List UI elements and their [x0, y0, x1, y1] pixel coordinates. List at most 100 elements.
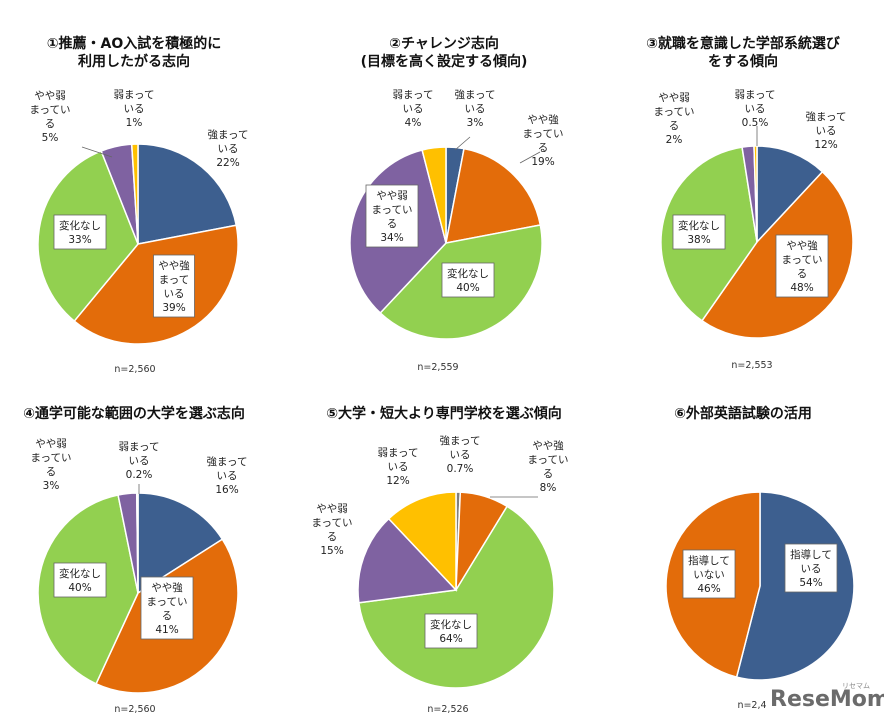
- chart-title-line: (目標を高く設定する傾向): [361, 53, 528, 70]
- slice-label-box: [153, 254, 195, 318]
- slice-label: やや弱: [316, 503, 348, 515]
- slice-label: いる: [450, 449, 471, 461]
- slice-label: まってい: [653, 106, 694, 118]
- slice-label: やや強: [158, 259, 190, 272]
- slice-label-box: [424, 613, 478, 649]
- slice-label: 40%: [456, 282, 479, 294]
- resemom-watermark: ReseMom リセマム: [770, 682, 884, 712]
- chart-title-line: ⑤大学・短大より専門学校を選ぶ傾向: [326, 405, 562, 422]
- slice-label: 0.7%: [447, 463, 474, 475]
- chart-title-line: ④通学可能な範囲の大学を選ぶ志向: [23, 405, 245, 422]
- slice-label: いる: [217, 470, 238, 482]
- slice-label-box: [682, 549, 736, 599]
- slice-label: 41%: [155, 624, 178, 636]
- slice-label: 12%: [386, 475, 409, 487]
- pie-slice: [130, 143, 139, 245]
- chart-title-line: ②チャレンジ志向: [389, 35, 499, 52]
- slice-label: 34%: [380, 232, 403, 244]
- slice-label: る: [162, 610, 173, 622]
- slice-label: いる: [465, 103, 486, 115]
- sample-size-label: n=2,526: [427, 704, 468, 715]
- slice-label: 指導して: [790, 548, 832, 561]
- pie-chart-1: ①推薦・AO入試を積極的に利用したがる志向強まっている22%やや強まっている39…: [29, 35, 248, 375]
- pie-slice: [137, 492, 224, 595]
- pie-slice: [357, 517, 458, 604]
- slice-label: 0.2%: [126, 469, 153, 481]
- slice-label: やや弱: [35, 438, 67, 450]
- slice-label: 強まって: [454, 88, 495, 101]
- slice-label: やや弱: [658, 92, 690, 104]
- charts-layer: ①推薦・AO入試を積極的に利用したがる志向強まっている22%やや強まっている39…: [23, 35, 855, 715]
- slice-label: やや強: [151, 581, 183, 594]
- slice-label: 5%: [42, 132, 59, 144]
- slice-label: 33%: [68, 234, 91, 246]
- slice-label: 12%: [814, 139, 837, 151]
- chart-title-line: 利用したがる志向: [78, 53, 190, 70]
- slice-label: 8%: [540, 482, 557, 494]
- slice-label: 変化なし: [430, 618, 472, 631]
- chart-title-line: をする傾向: [708, 53, 778, 70]
- sample-size-label: n=2,559: [417, 362, 458, 373]
- pie-slice: [421, 146, 447, 244]
- slice-label: る: [327, 531, 338, 543]
- slice-label: まって: [159, 274, 190, 286]
- slice-label: 強まって: [207, 128, 248, 141]
- slice-label: 39%: [162, 302, 185, 314]
- slice-label: 強まって: [805, 110, 846, 123]
- pie-chart-4: ④通学可能な範囲の大学を選ぶ志向強まっている16%やや強まっている41%変化なし…: [23, 405, 247, 715]
- slice-label: る: [538, 142, 549, 154]
- sample-size-label: n=2,560: [114, 364, 155, 375]
- slice-label: 弱まって: [734, 89, 775, 101]
- chart-title-line: ①推薦・AO入試を積極的に: [47, 35, 222, 52]
- slice-label: いる: [164, 288, 185, 300]
- pie-slice: [445, 147, 542, 244]
- slice-label: 48%: [790, 282, 813, 294]
- pie-slice: [135, 492, 139, 594]
- slice-label: 弱まって: [118, 441, 159, 453]
- slice-label: 64%: [439, 633, 462, 645]
- slice-label: 弱まって: [377, 447, 418, 459]
- slice-label: 15%: [320, 545, 343, 557]
- slice-label: やや強: [786, 239, 818, 252]
- slice-label-box: [53, 562, 107, 598]
- slice-label: やや強: [527, 113, 559, 126]
- slice-label: 弱まって: [113, 89, 154, 101]
- slice-label: 40%: [68, 582, 91, 594]
- slice-label: やや弱: [376, 190, 408, 202]
- pie-slice: [357, 505, 555, 689]
- slice-label: 指導して: [688, 554, 730, 567]
- slice-label: まってい: [29, 104, 70, 116]
- slice-label: いる: [403, 103, 424, 115]
- slice-label: いる: [124, 103, 145, 115]
- slice-label: やや弱: [34, 90, 66, 102]
- slice-label: 1%: [126, 117, 143, 129]
- slice-label: 変化なし: [678, 219, 720, 232]
- slice-label-box: [53, 214, 107, 250]
- slice-label: まってい: [781, 254, 822, 266]
- leader-line: [519, 151, 541, 164]
- chart-title-line: ⑥外部英語試験の活用: [674, 405, 812, 422]
- slice-label: 3%: [467, 117, 484, 129]
- slice-label: まってい: [527, 454, 568, 466]
- chart-title-line: ③就職を意識した学部系統選び: [646, 35, 841, 52]
- slice-label: 54%: [799, 577, 822, 589]
- slice-label: る: [387, 218, 398, 230]
- slice-label: いる: [129, 455, 150, 467]
- slice-label: る: [543, 468, 554, 480]
- slice-label: 変化なし: [447, 267, 489, 280]
- slice-label: いない: [693, 569, 725, 581]
- pie-chart-5: ⑤大学・短大より専門学校を選ぶ傾向強まっている0.7%やや強まっている8%変化な…: [311, 405, 568, 715]
- slice-label: る: [669, 120, 680, 132]
- slice-label: 16%: [215, 484, 238, 496]
- slice-label: 強まって: [439, 434, 480, 447]
- slice-label-box: [775, 234, 829, 298]
- slice-label: 3%: [43, 480, 60, 492]
- leader-line: [454, 136, 471, 151]
- slice-label: る: [46, 466, 57, 478]
- slice-label: いる: [218, 143, 239, 155]
- leader-line: [81, 146, 113, 158]
- slice-label: いる: [816, 125, 837, 137]
- slice-label: まってい: [371, 204, 412, 216]
- slice-label: いる: [745, 103, 766, 115]
